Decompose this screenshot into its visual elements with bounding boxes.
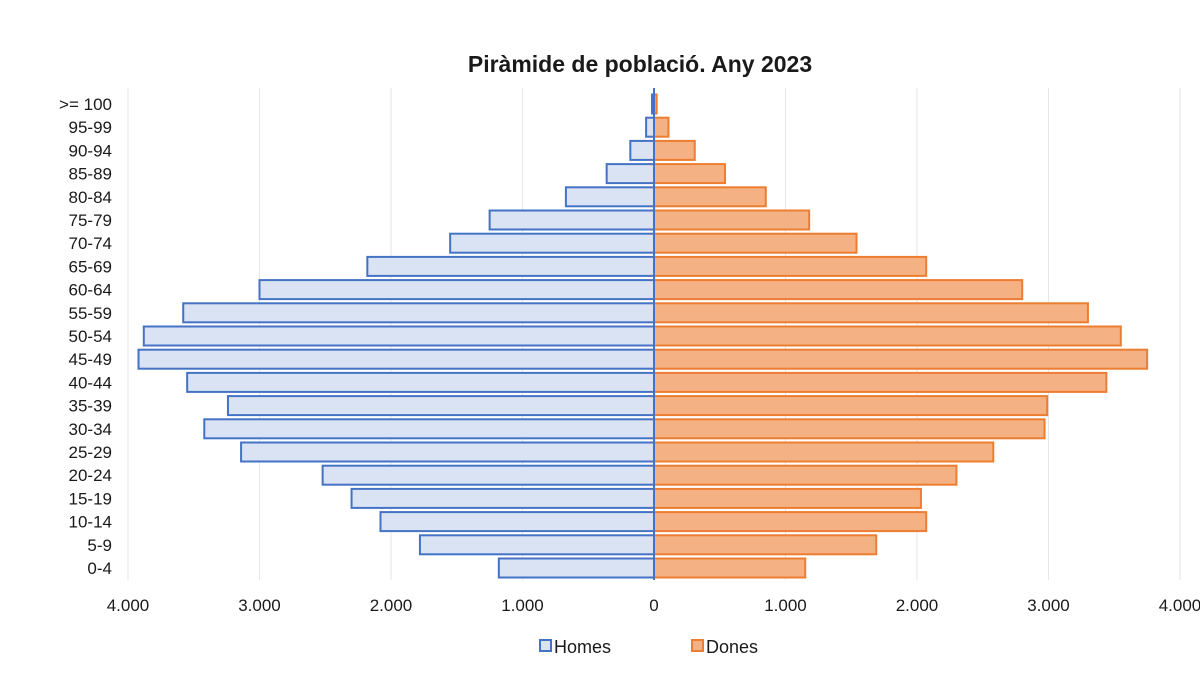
- y-tick-label: 50-54: [69, 327, 112, 346]
- bar-homes: [488, 209, 655, 231]
- chart-title: Piràmide de població. Any 2023: [468, 51, 812, 77]
- legend-swatch: [539, 639, 552, 652]
- bar-homes: [186, 371, 656, 393]
- bar-dones: [653, 302, 1089, 324]
- y-axis-labels: 0-4 5-9 10-14 15-19 20-24 25-29 30-34 35-39 40-4…: [59, 95, 112, 578]
- y-tick-label: 25-29: [69, 443, 112, 462]
- bar-dones: [653, 116, 670, 138]
- bar-homes: [497, 557, 655, 579]
- y-tick-label: 10-14: [69, 513, 112, 532]
- bar-homes: [605, 163, 655, 185]
- y-tick-label: 0-4: [87, 559, 112, 578]
- y-tick-label: 35-39: [69, 397, 112, 416]
- bar-dones: [653, 534, 878, 556]
- bar-homes: [182, 302, 655, 324]
- y-tick-label: 60-64: [69, 281, 112, 300]
- x-axis-labels: 4.000 3.000 2.000 1.000 0 1.000 2.000 3.000 4.00…: [107, 596, 1200, 615]
- x-tick-label: 0: [649, 596, 658, 615]
- x-tick-label: 2.000: [896, 596, 939, 615]
- y-tick-label: 75-79: [69, 211, 112, 230]
- x-tick-label: 2.000: [370, 596, 413, 615]
- x-tick-label: 1.000: [764, 596, 807, 615]
- y-tick-label: 95-99: [69, 118, 112, 137]
- bar-homes: [418, 534, 655, 556]
- bar-dones: [653, 232, 858, 254]
- y-tick-label: 30-34: [69, 420, 112, 439]
- y-tick-label: 65-69: [69, 257, 112, 276]
- bar-homes: [366, 255, 655, 277]
- bar-homes: [379, 511, 655, 533]
- bar-dones: [653, 557, 807, 579]
- y-tick-label: 15-19: [69, 489, 112, 508]
- bar-dones: [653, 209, 811, 231]
- bar-dones: [653, 418, 1046, 440]
- x-tick-label: 1.000: [501, 596, 544, 615]
- bar-homes: [226, 395, 655, 417]
- bar-homes: [258, 279, 655, 301]
- y-tick-label: 40-44: [69, 373, 112, 392]
- y-tick-label: 85-89: [69, 165, 112, 184]
- legend: Homes Dones: [539, 637, 758, 657]
- bar-homes: [350, 487, 655, 509]
- legend-swatch: [691, 639, 704, 652]
- bar-homes: [564, 186, 656, 208]
- bar-dones: [653, 279, 1024, 301]
- bar-dones: [653, 395, 1049, 417]
- bar-dones: [653, 186, 767, 208]
- bar-dones: [653, 371, 1108, 393]
- y-tick-label: 55-59: [69, 304, 112, 323]
- y-tick-label: 20-24: [69, 466, 112, 485]
- bar-dones: [653, 487, 922, 509]
- bar-homes: [142, 325, 655, 347]
- bar-homes: [629, 139, 656, 161]
- bar-homes: [203, 418, 656, 440]
- bar-dones: [653, 348, 1149, 370]
- bar-dones: [653, 511, 928, 533]
- legend-label: Dones: [706, 637, 758, 657]
- bars: [137, 93, 1149, 579]
- y-tick-label: 5-9: [87, 536, 112, 555]
- y-tick-label: 45-49: [69, 350, 112, 369]
- bar-homes: [645, 116, 655, 138]
- y-tick-label: >= 100: [59, 95, 112, 114]
- bar-homes: [449, 232, 655, 254]
- bar-dones: [653, 255, 928, 277]
- y-tick-label: 70-74: [69, 234, 112, 253]
- bar-dones: [653, 139, 696, 161]
- bar-dones: [653, 441, 995, 463]
- x-tick-label: 4.000: [1159, 596, 1200, 615]
- x-tick-label: 4.000: [107, 596, 150, 615]
- y-tick-label: 90-94: [69, 141, 112, 160]
- bar-homes: [321, 464, 655, 486]
- bar-dones: [653, 163, 727, 185]
- bar-homes: [137, 348, 655, 370]
- bar-dones: [653, 464, 958, 486]
- legend-label: Homes: [554, 637, 611, 657]
- x-tick-label: 3.000: [1027, 596, 1070, 615]
- y-tick-label: 80-84: [69, 188, 112, 207]
- bar-dones: [653, 325, 1122, 347]
- bar-homes: [240, 441, 655, 463]
- x-tick-label: 3.000: [238, 596, 281, 615]
